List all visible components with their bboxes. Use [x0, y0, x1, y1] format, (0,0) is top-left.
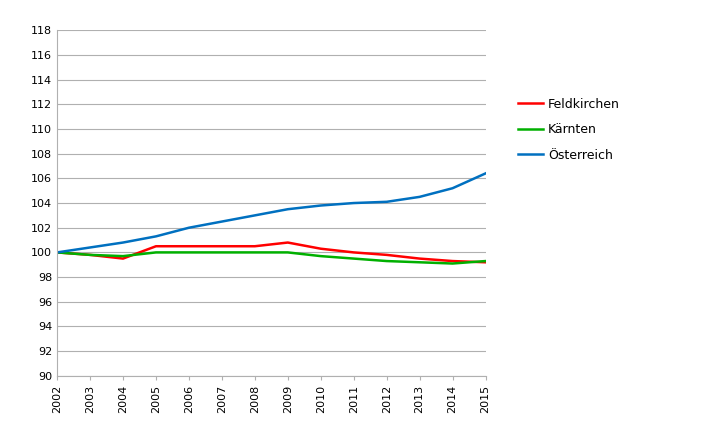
Legend: Feldkirchen, Kärnten, Österreich: Feldkirchen, Kärnten, Österreich [513, 92, 625, 167]
